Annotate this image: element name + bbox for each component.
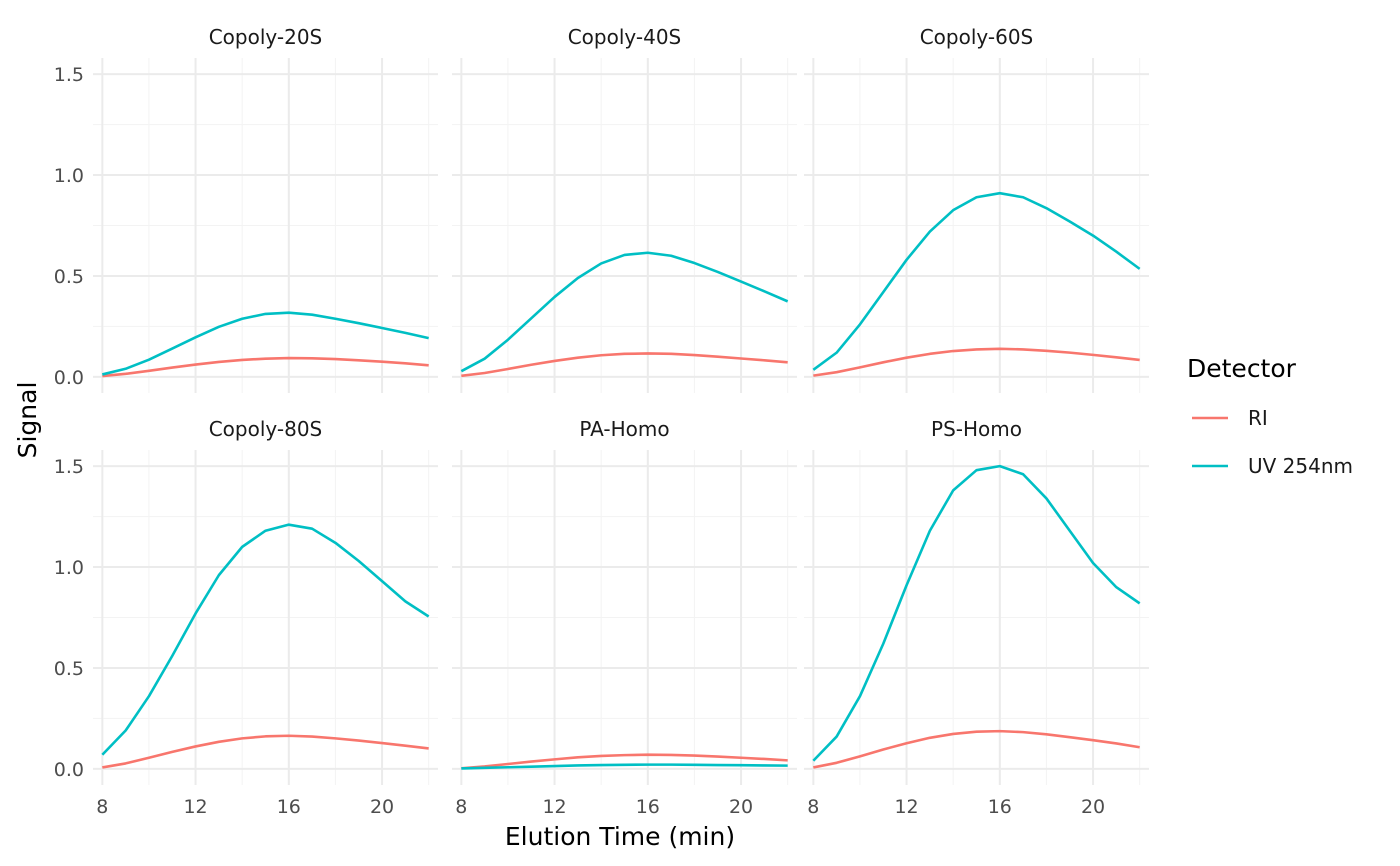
legend-title: Detector — [1187, 354, 1297, 383]
x-tick-label: 12 — [894, 796, 918, 818]
y-axis-title: Signal — [13, 382, 42, 459]
x-tick-label: 16 — [988, 796, 1012, 818]
x-tick-label: 12 — [183, 796, 207, 818]
series-line-ri — [102, 734, 429, 769]
legend-label-ri: RI — [1248, 406, 1268, 430]
series-line-uv-254nm — [461, 763, 788, 770]
x-tick-label: 8 — [807, 796, 819, 818]
x-tick-label: 12 — [542, 796, 566, 818]
x-tick-label: 8 — [455, 796, 467, 818]
panel-title: PS-Homo — [931, 417, 1022, 441]
panel-title: Copoly-40S — [568, 25, 682, 49]
series-line-ri — [461, 753, 788, 770]
panels: Copoly-20S 0.0 0.5 1.0 1.5 Copoly-40S Copoly-6… — [54, 25, 1149, 818]
x-axis-title: Elution Time (min) — [505, 822, 735, 851]
x-tick-label: 8 — [96, 796, 108, 818]
series-line-ri — [461, 352, 788, 378]
y-tick-label: 1.5 — [54, 64, 84, 86]
panel-copoly-20s: Copoly-20S 0.0 0.5 1.0 1.5 — [54, 25, 438, 393]
y-tick-label: 0.0 — [54, 367, 84, 389]
series-line-ri — [813, 729, 1140, 769]
panel-title: Copoly-80S — [209, 417, 323, 441]
panel-ps-homo: PS-Homo 8 12 16 20 — [804, 417, 1149, 818]
legend: Detector RI UV 254nm — [1187, 354, 1353, 478]
panel-copoly-80s: Copoly-80S 0.0 0.5 1.0 1.5 8 12 16 20 — [54, 417, 438, 818]
panel-copoly-60s: Copoly-60S — [804, 25, 1149, 393]
series-line-ri — [813, 347, 1140, 377]
y-tick-label: 0.0 — [54, 759, 84, 781]
x-tick-label: 20 — [370, 796, 394, 818]
y-tick-label: 1.5 — [54, 456, 84, 478]
panel-pa-homo: PA-Homo 8 12 16 20 — [452, 417, 797, 818]
x-tick-label: 20 — [729, 796, 753, 818]
legend-label-uv-254nm: UV 254nm — [1248, 454, 1353, 478]
x-tick-label: 16 — [277, 796, 301, 818]
x-tick-label: 16 — [636, 796, 660, 818]
series-line-uv-254nm — [812, 191, 1141, 371]
panel-title: PA-Homo — [579, 417, 669, 441]
series-line-uv-254nm — [102, 311, 429, 376]
panel-title: Copoly-60S — [920, 25, 1034, 49]
y-tick-label: 1.0 — [54, 165, 84, 187]
series-line-uv-254nm — [101, 523, 430, 756]
series-line-ri — [102, 356, 429, 378]
series-line-uv-254nm — [460, 251, 789, 373]
y-tick-label: 0.5 — [54, 658, 84, 680]
panel-copoly-40s: Copoly-40S — [452, 25, 797, 393]
x-tick-label: 20 — [1081, 796, 1105, 818]
y-tick-label: 1.0 — [54, 557, 84, 579]
series-line-uv-254nm — [812, 464, 1141, 762]
panel-title: Copoly-20S — [209, 25, 323, 49]
y-tick-label: 0.5 — [54, 266, 84, 288]
